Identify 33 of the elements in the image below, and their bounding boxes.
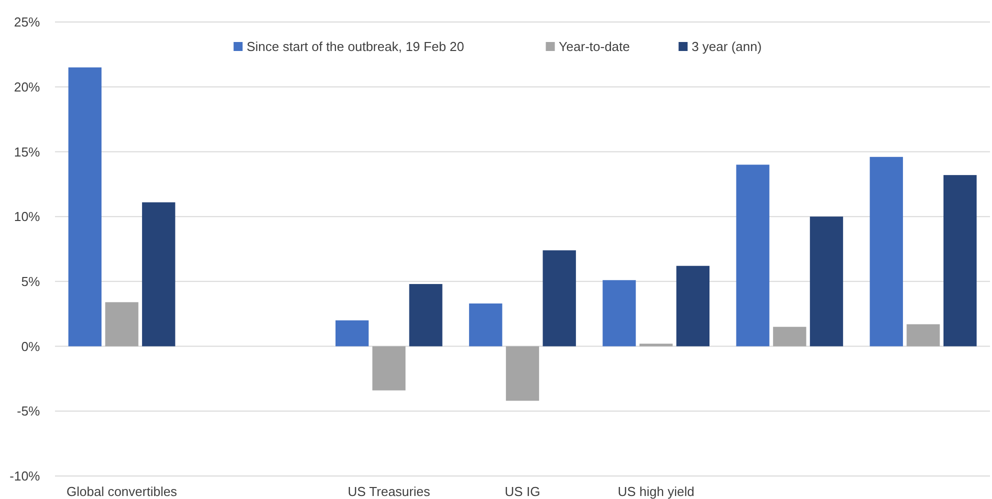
legend-label: 3 year (ann) (692, 39, 762, 54)
bar (142, 202, 176, 346)
bar (469, 303, 502, 346)
bar (409, 284, 442, 346)
bar (906, 324, 940, 346)
bar (372, 346, 406, 390)
bar (506, 346, 540, 401)
y-tick-label: 20% (14, 79, 40, 94)
y-tick-label: 10% (14, 209, 40, 224)
y-tick-label: 25% (14, 14, 40, 30)
bar (870, 156, 903, 346)
x-tick-label: US IG (504, 484, 540, 499)
bar (810, 216, 844, 346)
legend-label: Since start of the outbreak, 19 Feb 20 (246, 39, 464, 54)
y-tick-label: -10% (10, 468, 40, 484)
bar (736, 164, 770, 346)
bar (68, 67, 102, 346)
y-tick-label: 0% (21, 338, 40, 354)
x-tick-label: US high yield (618, 484, 694, 499)
bar (676, 266, 710, 346)
x-tick-label: Global convertibles (66, 484, 178, 499)
bar (336, 320, 369, 346)
bar (943, 175, 977, 346)
x-tick-label: US Treasuries (348, 484, 431, 499)
legend-label: Year-to-date (558, 39, 630, 54)
y-tick-label: 15% (14, 144, 40, 160)
bar (542, 250, 576, 346)
bar (639, 344, 673, 346)
bar (105, 302, 138, 346)
y-tick-label: -5% (16, 404, 40, 419)
y-tick-label: 5% (21, 274, 40, 289)
bar (773, 326, 806, 346)
bar (602, 280, 636, 346)
